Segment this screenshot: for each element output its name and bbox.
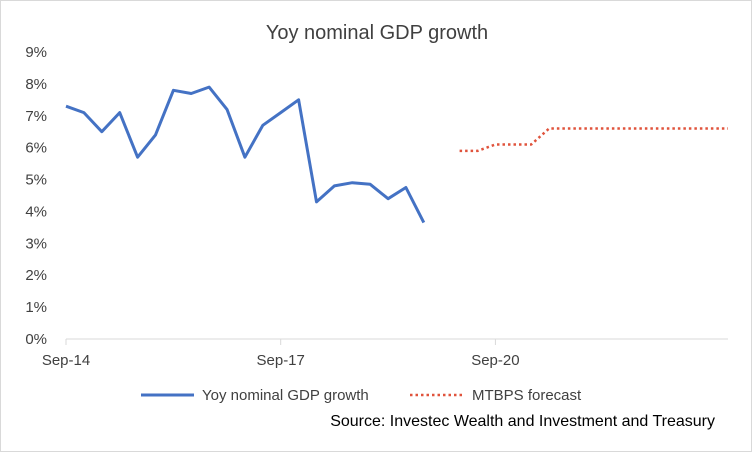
data-point-mtbps-forecast bbox=[476, 150, 478, 152]
data-point-gdp-growth bbox=[101, 131, 103, 133]
data-point-gdp-growth bbox=[208, 86, 210, 88]
x-tick-label: Sep-20 bbox=[471, 352, 519, 369]
data-point-gdp-growth bbox=[351, 182, 353, 184]
data-point-gdp-growth bbox=[154, 134, 156, 136]
plot-area: 0% 1% 2% 3% 4% 5% 6% 7% 8% 9% Sep-14 Sep-17 Sep-20 bbox=[25, 44, 729, 369]
data-point-mtbps-forecast bbox=[602, 127, 604, 129]
data-point-mtbps-forecast bbox=[727, 127, 729, 129]
data-point-gdp-growth bbox=[190, 92, 192, 94]
data-point-mtbps-forecast bbox=[458, 150, 460, 152]
chart-title: Yoy nominal GDP growth bbox=[266, 22, 488, 44]
y-tick-label: 3% bbox=[25, 235, 47, 252]
y-tick-label: 6% bbox=[25, 140, 47, 157]
y-tick-label: 2% bbox=[25, 267, 47, 284]
y-tick-label: 9% bbox=[25, 44, 47, 61]
y-tick-label: 7% bbox=[25, 108, 47, 125]
data-point-mtbps-forecast bbox=[691, 127, 693, 129]
data-point-gdp-growth bbox=[262, 124, 264, 126]
y-tick-label: 5% bbox=[25, 172, 47, 189]
series-line-mtbps-forecast bbox=[459, 127, 728, 153]
data-point-mtbps-forecast bbox=[494, 143, 496, 145]
data-point-gdp-growth bbox=[280, 111, 282, 113]
data-point-mtbps-forecast bbox=[673, 127, 675, 129]
data-point-gdp-growth bbox=[83, 111, 85, 113]
x-tick-label: Sep-14 bbox=[42, 352, 90, 369]
data-point-mtbps-forecast bbox=[709, 127, 711, 129]
data-point-gdp-growth bbox=[423, 221, 425, 223]
y-tick-label: 0% bbox=[25, 331, 47, 348]
series-line-gdp-growth bbox=[65, 85, 426, 224]
data-point-gdp-growth bbox=[172, 89, 174, 91]
y-tick-label: 1% bbox=[25, 299, 47, 316]
data-point-mtbps-forecast bbox=[584, 127, 586, 129]
data-point-mtbps-forecast bbox=[637, 127, 639, 129]
y-tick-label: 8% bbox=[25, 76, 47, 93]
legend-label-mtbps-forecast: MTBPS forecast bbox=[472, 387, 582, 404]
data-point-gdp-growth bbox=[405, 186, 407, 188]
data-point-gdp-growth bbox=[333, 185, 335, 187]
data-point-gdp-growth bbox=[297, 99, 299, 101]
legend-label-gdp-growth: Yoy nominal GDP growth bbox=[202, 387, 369, 404]
legend: Yoy nominal GDP growth MTBPS forecast bbox=[141, 387, 582, 404]
data-point-gdp-growth bbox=[226, 108, 228, 110]
data-point-mtbps-forecast bbox=[548, 127, 550, 129]
data-point-gdp-growth bbox=[315, 201, 317, 203]
data-point-gdp-growth bbox=[65, 105, 67, 107]
data-point-mtbps-forecast bbox=[655, 127, 657, 129]
data-point-mtbps-forecast bbox=[566, 127, 568, 129]
x-tick-label: Sep-17 bbox=[257, 352, 305, 369]
data-point-mtbps-forecast bbox=[512, 143, 514, 145]
data-point-gdp-growth bbox=[118, 111, 120, 113]
data-point-mtbps-forecast bbox=[619, 127, 621, 129]
data-point-gdp-growth bbox=[136, 156, 138, 158]
source-note: Source: Investec Wealth and Investment a… bbox=[330, 413, 715, 430]
data-point-gdp-growth bbox=[387, 197, 389, 199]
data-point-mtbps-forecast bbox=[530, 143, 532, 145]
y-tick-label: 4% bbox=[25, 203, 47, 220]
data-point-gdp-growth bbox=[244, 156, 246, 158]
data-point-gdp-growth bbox=[369, 183, 371, 185]
